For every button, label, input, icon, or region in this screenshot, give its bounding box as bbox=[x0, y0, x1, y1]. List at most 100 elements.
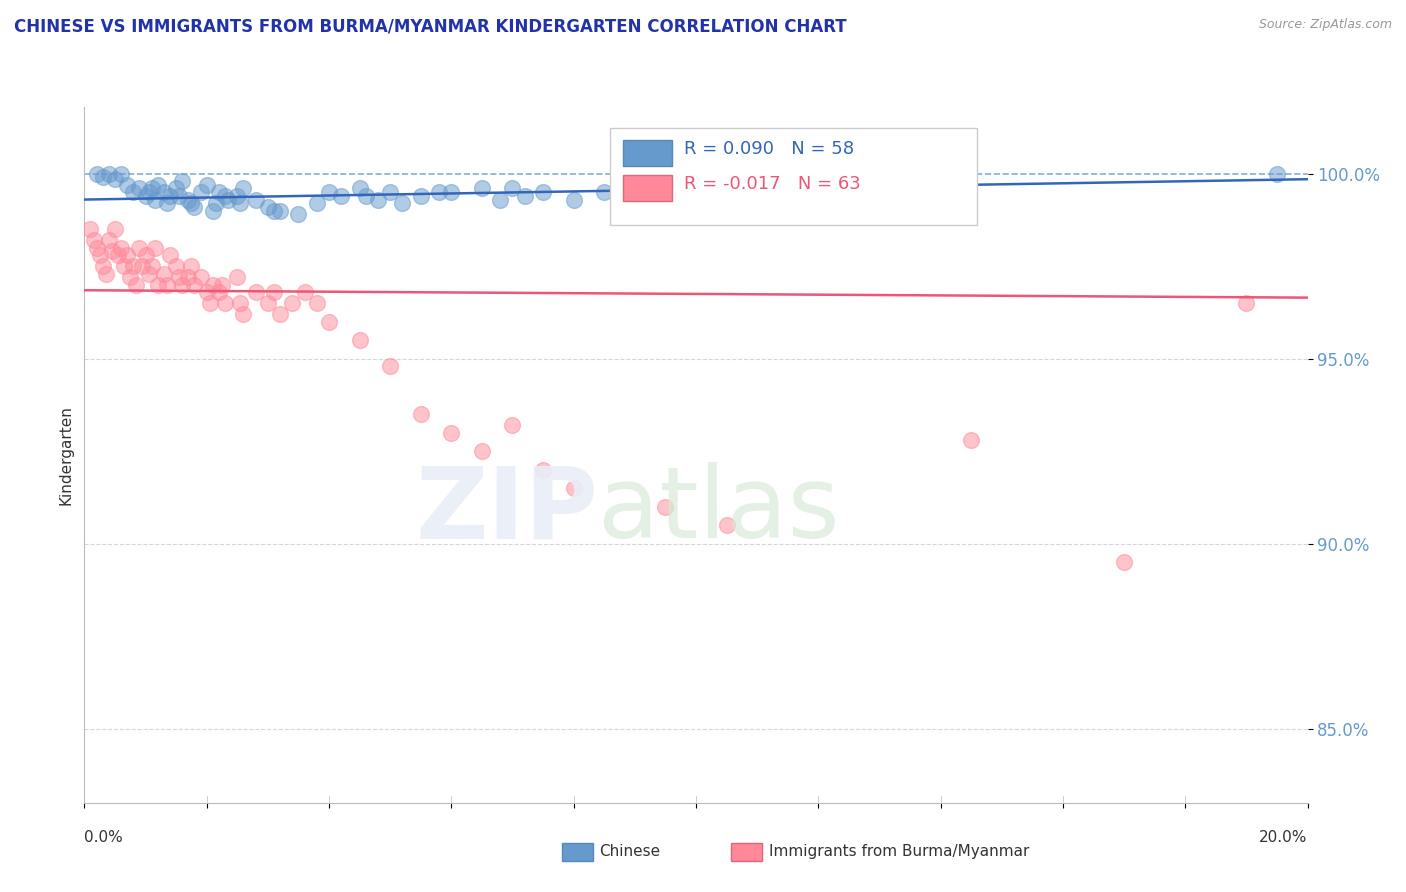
Point bbox=[165, 181, 187, 195]
Point bbox=[654, 500, 676, 514]
Point bbox=[156, 277, 179, 292]
Point bbox=[110, 167, 132, 181]
Point bbox=[159, 189, 181, 203]
Point bbox=[245, 193, 267, 207]
Point bbox=[226, 270, 249, 285]
Point bbox=[104, 222, 127, 236]
Point bbox=[1265, 167, 1288, 181]
Point bbox=[318, 315, 340, 329]
Point bbox=[211, 277, 233, 292]
Point bbox=[138, 185, 160, 199]
Point bbox=[201, 277, 224, 292]
Point bbox=[1114, 555, 1136, 569]
Point bbox=[156, 196, 179, 211]
Point bbox=[229, 296, 252, 310]
Point bbox=[115, 178, 138, 192]
Point bbox=[172, 277, 194, 292]
Point bbox=[131, 259, 153, 273]
Point bbox=[128, 241, 150, 255]
Text: 20.0%: 20.0% bbox=[1260, 830, 1308, 845]
Point bbox=[501, 181, 523, 195]
Text: ZIP: ZIP bbox=[415, 462, 598, 559]
Point bbox=[135, 189, 157, 203]
Point bbox=[232, 307, 254, 321]
Point bbox=[91, 170, 114, 185]
Point bbox=[287, 207, 309, 221]
Point bbox=[177, 270, 200, 285]
Point bbox=[190, 270, 212, 285]
Point bbox=[97, 233, 120, 247]
Point bbox=[380, 185, 402, 199]
Point bbox=[380, 359, 402, 373]
Point bbox=[153, 185, 176, 199]
Point bbox=[263, 285, 285, 299]
Point bbox=[165, 259, 187, 273]
Text: R = -0.017   N = 63: R = -0.017 N = 63 bbox=[683, 175, 860, 193]
Text: Source: ZipAtlas.com: Source: ZipAtlas.com bbox=[1258, 18, 1392, 31]
Point bbox=[115, 248, 138, 262]
Y-axis label: Kindergarten: Kindergarten bbox=[58, 405, 73, 505]
Point bbox=[138, 267, 160, 281]
FancyBboxPatch shape bbox=[610, 128, 977, 226]
Point bbox=[440, 185, 463, 199]
Point bbox=[107, 248, 129, 262]
Point bbox=[593, 185, 616, 199]
Point bbox=[294, 285, 316, 299]
Point bbox=[489, 193, 512, 207]
Text: Immigrants from Burma/Myanmar: Immigrants from Burma/Myanmar bbox=[769, 845, 1029, 859]
Point bbox=[214, 296, 236, 310]
Point bbox=[330, 189, 353, 203]
Point bbox=[208, 285, 231, 299]
Point bbox=[177, 193, 200, 207]
Point bbox=[120, 270, 142, 285]
Point bbox=[562, 481, 585, 495]
Point bbox=[125, 277, 148, 292]
Point bbox=[94, 267, 117, 281]
Point bbox=[195, 178, 218, 192]
Point bbox=[354, 189, 377, 203]
Point bbox=[562, 193, 585, 207]
Point bbox=[167, 189, 190, 203]
Point bbox=[409, 189, 432, 203]
Point bbox=[217, 193, 239, 207]
Text: R = 0.090   N = 58: R = 0.090 N = 58 bbox=[683, 140, 853, 158]
Point bbox=[1234, 296, 1257, 310]
Point bbox=[128, 181, 150, 195]
Point bbox=[97, 167, 120, 181]
Point bbox=[471, 181, 494, 195]
Point bbox=[83, 233, 105, 247]
Point bbox=[263, 203, 285, 218]
Point bbox=[101, 244, 124, 259]
Point bbox=[112, 259, 135, 273]
Point bbox=[229, 196, 252, 211]
Point bbox=[269, 307, 291, 321]
Point bbox=[960, 433, 983, 447]
Bar bbox=[623, 175, 672, 201]
Point bbox=[146, 178, 169, 192]
Point bbox=[305, 196, 328, 211]
Point bbox=[245, 285, 267, 299]
Bar bbox=[623, 140, 672, 166]
Point bbox=[716, 518, 738, 533]
Point bbox=[367, 193, 389, 207]
Point bbox=[172, 174, 194, 188]
Point bbox=[180, 259, 202, 273]
Point bbox=[153, 267, 176, 281]
Point bbox=[305, 296, 328, 310]
Text: atlas: atlas bbox=[598, 462, 839, 559]
Point bbox=[110, 241, 132, 255]
Point bbox=[89, 248, 111, 262]
Point bbox=[104, 172, 127, 186]
Point bbox=[654, 189, 676, 203]
Point bbox=[135, 248, 157, 262]
Point bbox=[141, 181, 163, 195]
Point bbox=[183, 277, 205, 292]
Point bbox=[143, 241, 166, 255]
Point bbox=[141, 259, 163, 273]
Point bbox=[167, 270, 190, 285]
Point bbox=[183, 200, 205, 214]
Point bbox=[190, 185, 212, 199]
Point bbox=[159, 248, 181, 262]
Text: 0.0%: 0.0% bbox=[84, 830, 124, 845]
Point bbox=[257, 200, 280, 214]
